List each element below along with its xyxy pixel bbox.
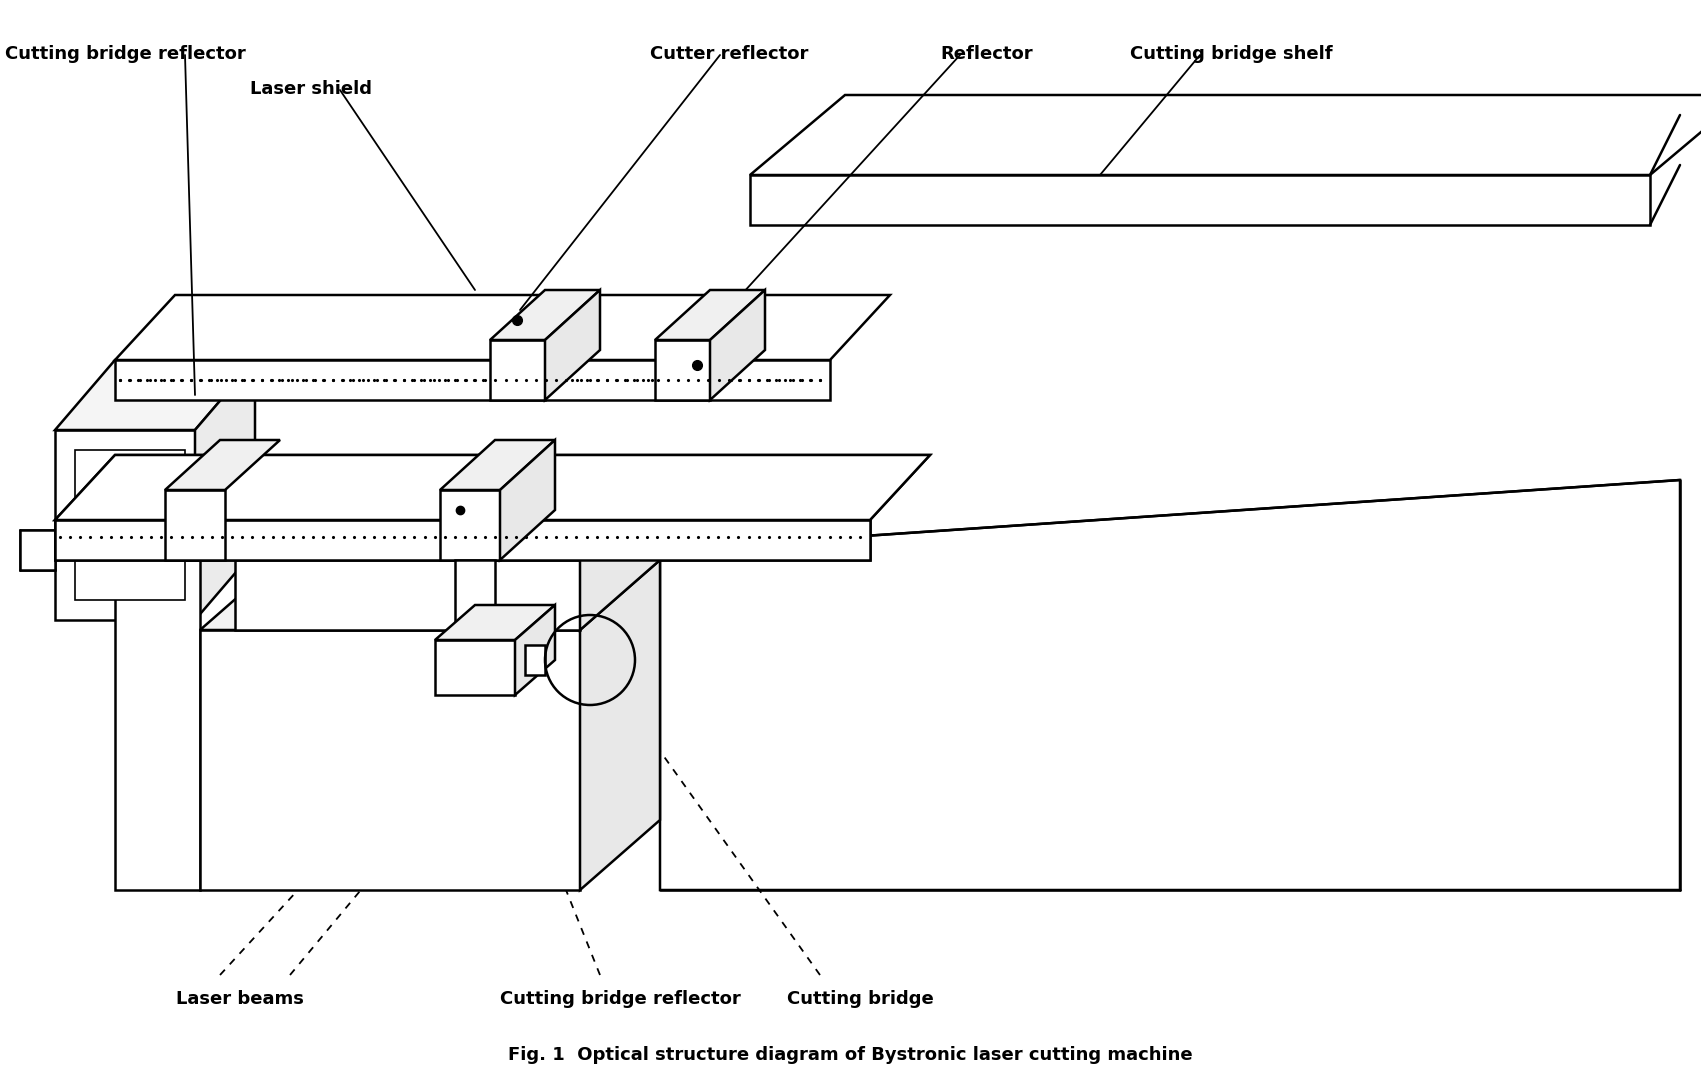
Polygon shape — [54, 521, 869, 560]
Polygon shape — [435, 605, 555, 640]
Polygon shape — [54, 455, 930, 521]
Polygon shape — [526, 645, 544, 675]
Polygon shape — [116, 560, 201, 890]
Polygon shape — [165, 440, 281, 491]
Polygon shape — [201, 560, 660, 630]
Text: Reflector: Reflector — [941, 45, 1033, 63]
Polygon shape — [116, 360, 830, 399]
Polygon shape — [116, 295, 890, 360]
Polygon shape — [750, 95, 1701, 175]
Polygon shape — [435, 640, 515, 695]
Polygon shape — [490, 340, 544, 399]
Polygon shape — [54, 521, 869, 560]
Polygon shape — [580, 491, 660, 630]
Text: Cutting bridge: Cutting bridge — [786, 990, 934, 1008]
Polygon shape — [580, 560, 660, 890]
Polygon shape — [54, 429, 196, 620]
Text: Laser beams: Laser beams — [177, 990, 304, 1008]
Polygon shape — [454, 560, 495, 650]
Text: Cutter reflector: Cutter reflector — [650, 45, 808, 63]
Polygon shape — [655, 340, 709, 399]
Text: Laser shield: Laser shield — [250, 80, 373, 99]
Polygon shape — [490, 290, 600, 340]
Polygon shape — [75, 450, 185, 600]
Polygon shape — [201, 630, 580, 890]
Polygon shape — [116, 491, 281, 560]
Polygon shape — [235, 560, 580, 630]
Polygon shape — [196, 360, 255, 620]
Polygon shape — [20, 530, 54, 570]
Text: Cutting bridge reflector: Cutting bridge reflector — [500, 990, 740, 1008]
Polygon shape — [54, 360, 255, 429]
Polygon shape — [660, 480, 1681, 890]
Polygon shape — [655, 290, 765, 340]
Polygon shape — [750, 175, 1650, 225]
Polygon shape — [441, 491, 500, 560]
Polygon shape — [544, 290, 600, 399]
Polygon shape — [500, 440, 555, 560]
Polygon shape — [54, 455, 930, 521]
Text: Cutting bridge shelf: Cutting bridge shelf — [1129, 45, 1332, 63]
Polygon shape — [709, 290, 765, 399]
Polygon shape — [235, 491, 660, 560]
Text: Fig. 1  Optical structure diagram of Bystronic laser cutting machine: Fig. 1 Optical structure diagram of Byst… — [507, 1046, 1192, 1064]
Polygon shape — [515, 605, 555, 695]
Text: Cutting bridge reflector: Cutting bridge reflector — [5, 45, 245, 63]
Polygon shape — [165, 491, 225, 560]
Polygon shape — [441, 440, 555, 491]
